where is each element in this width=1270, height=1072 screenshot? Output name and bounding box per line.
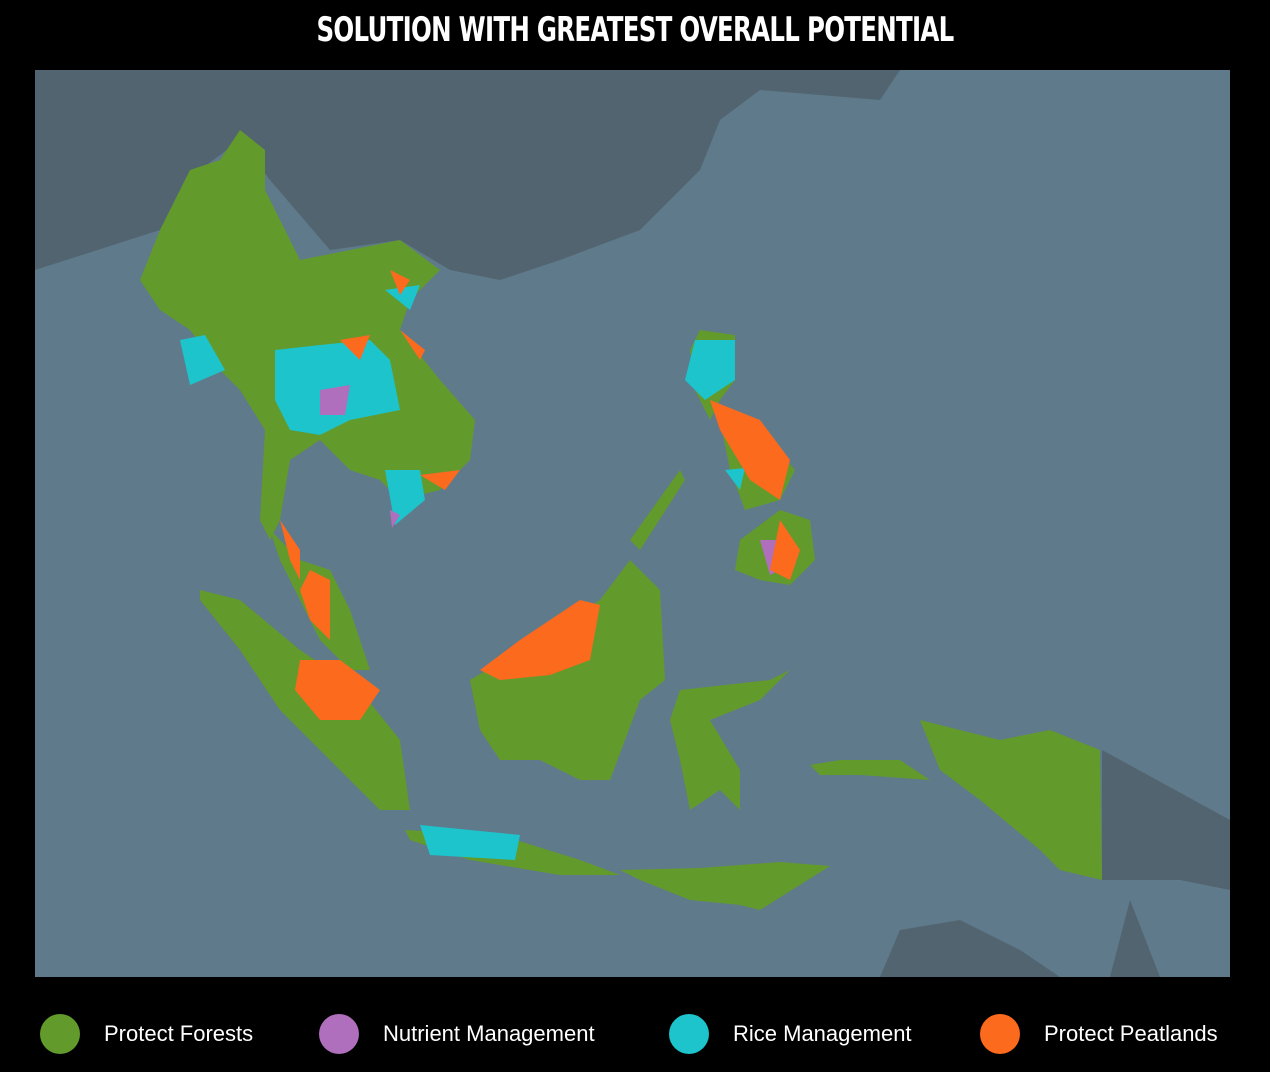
new-guinea	[920, 720, 1102, 880]
papua-new-guinea	[1102, 750, 1230, 890]
cape-york	[1110, 900, 1160, 977]
other-land	[35, 70, 1230, 977]
legend-label: Nutrient Management	[383, 1021, 595, 1046]
central-luzon	[685, 340, 735, 400]
map-title: SOLUTION WITH GREATEST OVERALL POTENTIAL	[316, 10, 954, 50]
vietnam-coast	[400, 330, 425, 360]
nutrient-management-swatch-icon	[319, 1014, 359, 1054]
legend-item-nutrient-management: Nutrient Management	[319, 1012, 595, 1056]
legend-label: Protect Forests	[104, 1021, 254, 1046]
west-java	[420, 825, 520, 860]
malaysia-west	[300, 570, 330, 640]
myanmar-delta	[180, 335, 225, 385]
borneo	[470, 560, 665, 780]
lesser-sunda	[620, 862, 830, 910]
legend: Protect Forests Nutrient Management Rice…	[0, 1012, 1270, 1056]
legend-item-protect-forests: Protect Forests	[40, 1012, 253, 1056]
mekong-nutrient	[390, 510, 400, 528]
mindanao-east	[770, 520, 800, 580]
visayas-rice	[725, 468, 745, 490]
legend-label: Rice Management	[733, 1021, 912, 1046]
thailand-nutrient	[320, 385, 350, 415]
sulawesi	[670, 670, 790, 810]
palawan	[630, 470, 685, 550]
maluku	[810, 760, 930, 780]
sumatra-riau	[295, 660, 380, 720]
mainland-southeast-asia	[140, 130, 475, 540]
thai-south	[280, 520, 300, 580]
legend-item-rice-management: Rice Management	[669, 1012, 912, 1056]
southeast-asia-map	[35, 70, 1230, 977]
sarawak	[480, 600, 600, 680]
protect-peatlands-regions	[280, 270, 800, 720]
laos	[340, 335, 370, 360]
mekong-delta	[385, 470, 425, 525]
protect-peatlands-swatch-icon	[980, 1014, 1020, 1054]
cambodia-coast	[420, 470, 460, 490]
china-landmass	[35, 70, 900, 280]
philippines-visayas	[710, 400, 790, 500]
red-river-delta	[385, 285, 420, 310]
vietnam-north	[390, 270, 410, 295]
australia-north	[880, 920, 1060, 977]
rice-management-swatch-icon	[669, 1014, 709, 1054]
protect-forests-swatch-icon	[40, 1014, 80, 1054]
legend-label: Protect Peatlands	[1044, 1021, 1218, 1046]
legend-item-protect-peatlands: Protect Peatlands	[980, 1012, 1218, 1056]
